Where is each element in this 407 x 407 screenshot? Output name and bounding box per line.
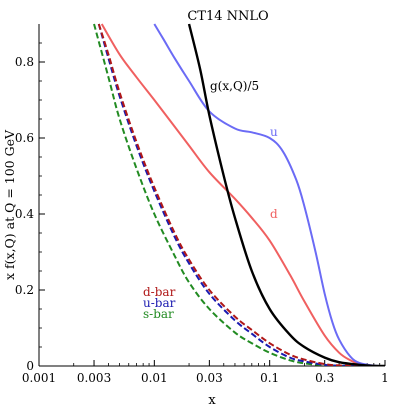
- y-tick-label: 0.8: [15, 55, 34, 69]
- y-tick-label: 0.4: [15, 207, 34, 221]
- x-tick-label: 0.3: [315, 371, 334, 385]
- y-tick-label: 0: [26, 359, 34, 373]
- series-label-s-bar: s-bar: [143, 307, 174, 321]
- x-tick-label: 0.01: [141, 371, 168, 385]
- series-label-u-bar: u-bar: [143, 296, 176, 310]
- axes: 0.001 0.003 0.01 0.03 0.1 0.3 1 0 0.2 0.4 0.6 0.8: [15, 24, 389, 385]
- series-layer: [93, 23, 385, 366]
- y-tick-label: 0.2: [15, 283, 34, 297]
- series-line-u: [153, 23, 385, 366]
- series-line-d: [100, 23, 385, 366]
- series-line-g-x-q-5: [187, 23, 385, 366]
- x-tick-label: 1: [381, 371, 389, 385]
- x-tick-label: 0.1: [260, 371, 279, 385]
- x-axis-label: x: [208, 393, 216, 407]
- y-axis-label: x f(x,Q) at Q = 100 GeV: [2, 129, 17, 280]
- series-line-d-bar: [97, 23, 385, 366]
- x-tick-label: 0.03: [196, 371, 223, 385]
- series-label-g-x-q-5: g(x,Q)/5: [210, 79, 259, 93]
- series-label-d: d: [270, 207, 278, 221]
- x-tick-label: 0.003: [77, 371, 111, 385]
- x-tick-label: 0.001: [22, 371, 56, 385]
- chart-title: CT14 NNLO: [187, 9, 268, 24]
- y-tick-label: 0.6: [15, 131, 34, 145]
- series-label-u: u: [270, 125, 278, 139]
- series-label-d-bar: d-bar: [143, 285, 176, 299]
